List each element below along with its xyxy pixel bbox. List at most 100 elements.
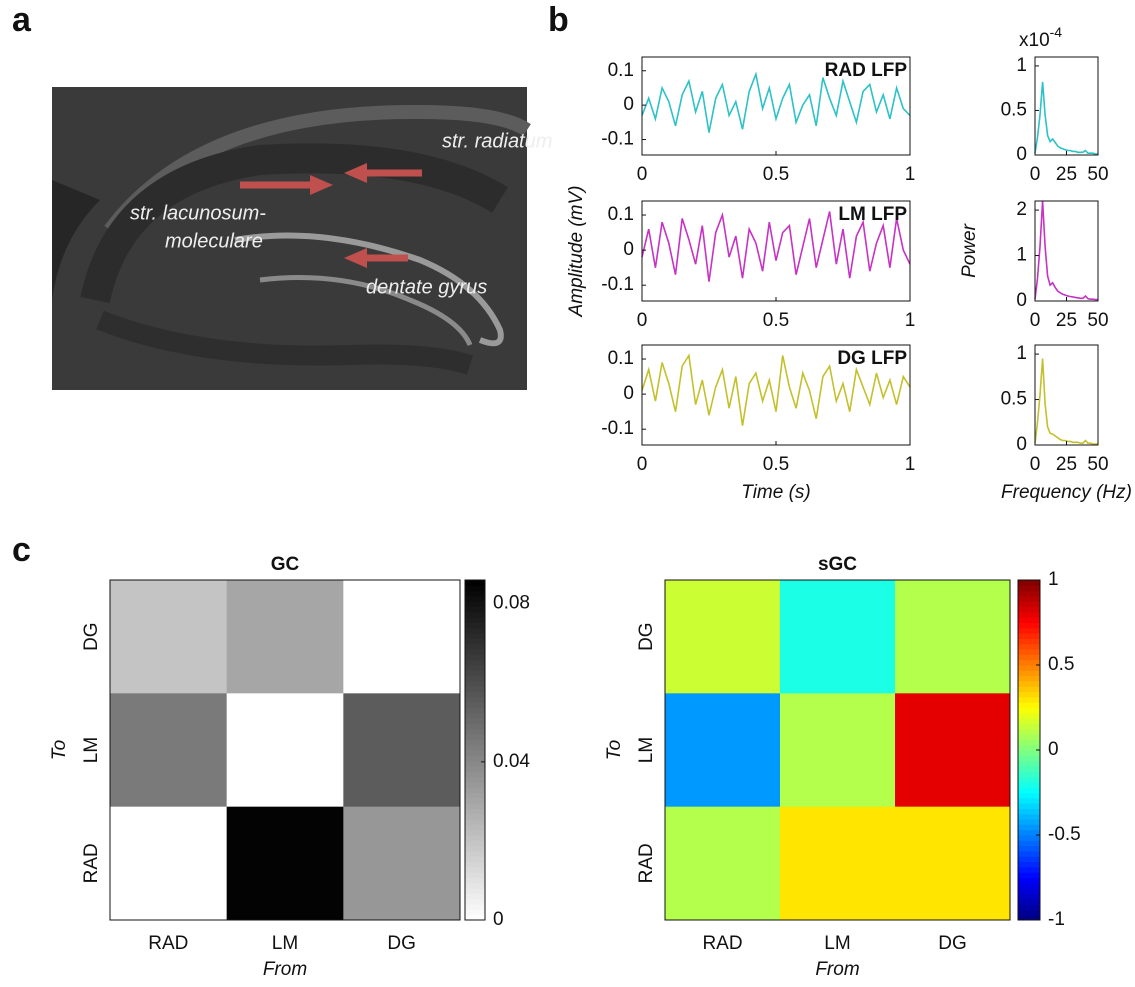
colorbar-step	[1018, 819, 1040, 825]
colorbar-step	[1018, 845, 1040, 852]
colorbar-step	[465, 675, 485, 682]
colorbar-step	[465, 904, 485, 910]
colorbar-step	[1018, 590, 1040, 597]
colorbar-step	[1018, 904, 1040, 910]
y-tick-label: 0	[623, 383, 634, 404]
y-tick-label: 0	[1016, 144, 1027, 165]
chart-title: DG LFP	[837, 348, 907, 369]
y-tick-label: 2	[1016, 199, 1027, 220]
panel-label: c	[12, 531, 31, 569]
colorbar-step	[465, 760, 485, 767]
y-tick-label: 1	[1016, 245, 1027, 266]
colorbar-step	[465, 803, 485, 809]
x-tick-label: 25	[1056, 454, 1077, 475]
colorbar-step	[465, 590, 485, 597]
trace	[641, 71, 911, 133]
colorbar-step	[465, 898, 485, 905]
colorbar-step	[1018, 702, 1040, 708]
colorbar-step	[1018, 882, 1040, 889]
colorbar-step	[465, 893, 485, 900]
colorbar-step	[465, 622, 485, 629]
heatmap-cell	[895, 693, 1011, 808]
colorbar-step	[465, 696, 485, 703]
colorbar-step	[465, 845, 485, 852]
colorbar-step	[465, 888, 485, 894]
image-label: str. lacunosum-	[130, 202, 266, 224]
colorbar-step	[465, 787, 485, 793]
colorbar-tick-label: -0.5	[1048, 824, 1081, 845]
colorbar-step	[1018, 829, 1040, 836]
y-axis-label: Amplitude (mV)	[566, 186, 587, 318]
colorbar-step	[1018, 659, 1040, 666]
colorbar-step	[1018, 617, 1040, 623]
colorbar-step	[465, 739, 485, 746]
colorbar-step	[465, 840, 485, 847]
y-tick-label: LM	[636, 737, 657, 763]
colorbar-step	[465, 829, 485, 836]
trace	[1034, 200, 1098, 301]
x-tick-label: 1	[905, 454, 916, 475]
panel-label: a	[12, 1, 32, 39]
colorbar-step	[1018, 654, 1040, 661]
colorbar-step	[1018, 649, 1040, 655]
y-tick-label: 0	[623, 239, 634, 260]
colorbar-step	[465, 792, 485, 799]
colorbar-step	[465, 659, 485, 666]
y-tick-label: DG	[81, 622, 102, 651]
heatmap-cell	[110, 693, 228, 808]
colorbar-step	[465, 872, 485, 878]
colorbar-step	[465, 723, 485, 730]
colorbar-step	[1018, 728, 1040, 735]
colorbar-step	[1018, 675, 1040, 682]
y-tick-label: -0.1	[601, 418, 634, 439]
colorbar-step	[1018, 739, 1040, 746]
colorbar-tick-label: -1	[1048, 909, 1065, 930]
heatmap-cell	[665, 806, 781, 921]
heatmap-cell	[895, 806, 1011, 921]
y-tick-label: 0.1	[608, 348, 634, 369]
image-label: str. radiatum	[442, 130, 552, 152]
x-tick-label: RAD	[148, 933, 188, 954]
colorbar-step	[465, 627, 485, 634]
heatmap-cell	[665, 693, 781, 808]
colorbar-step	[465, 654, 485, 661]
colorbar-step	[1018, 680, 1040, 687]
heatmap-cell	[110, 806, 228, 921]
colorbar-step	[465, 649, 485, 655]
heatmap-cell	[343, 806, 461, 921]
colorbar-step	[1018, 665, 1040, 671]
colorbar-step	[465, 691, 485, 698]
colorbar-step	[465, 633, 485, 639]
x-tick-label: DG	[387, 933, 416, 954]
heatmap-cell	[780, 806, 896, 921]
heatmap-cell	[110, 580, 228, 694]
colorbar-step	[465, 856, 485, 863]
y-tick-label: 0.1	[608, 204, 634, 225]
colorbar-step	[465, 686, 485, 693]
colorbar-step	[1018, 792, 1040, 799]
colorbar-step	[1018, 835, 1040, 841]
colorbar-step	[1018, 750, 1040, 756]
colorbar-step	[465, 617, 485, 623]
axes-frame	[1034, 200, 1099, 302]
axes-frame	[109, 579, 461, 921]
colorbar-step	[1018, 622, 1040, 629]
colorbar-step	[1018, 755, 1040, 762]
y-axis-label: Power	[959, 223, 980, 278]
y-tick-label: 0.5	[1001, 389, 1027, 410]
colorbar-step	[465, 813, 485, 820]
x-tick-label: 1	[905, 164, 916, 185]
colorbar-step	[465, 601, 485, 608]
colorbar-step	[1018, 813, 1040, 820]
colorbar-step	[1018, 580, 1040, 586]
x-tick-label: 0	[1030, 164, 1041, 185]
colorbar-step	[1018, 877, 1040, 884]
colorbar-step	[1018, 691, 1040, 698]
colorbar-tick-label: 0	[493, 909, 504, 930]
colorbar-step	[465, 638, 485, 645]
x-tick-label: 50	[1087, 164, 1108, 185]
x-tick-label: 0	[637, 454, 648, 475]
y-axis-label: To	[49, 740, 70, 760]
x-tick-label: 0.5	[763, 454, 789, 475]
